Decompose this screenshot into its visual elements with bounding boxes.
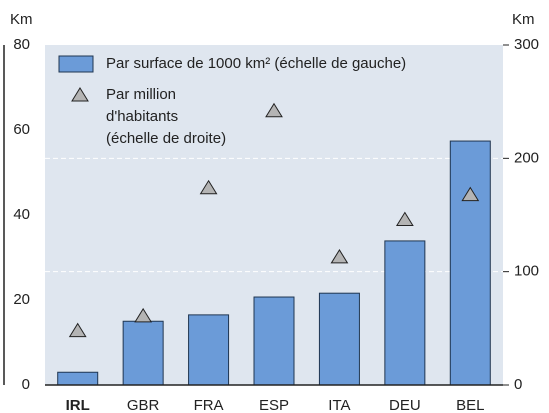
x-tick-label: ITA — [328, 397, 350, 413]
y2-axis-label: Km — [512, 11, 535, 28]
bar — [318, 292, 360, 386]
y-axis-label: Km — [10, 11, 33, 28]
x-tick-label: ESP — [259, 397, 289, 413]
x-tick-label: DEU — [389, 397, 421, 413]
legend-label: (échelle de droite) — [106, 130, 226, 147]
y2-tick-label: 300 — [514, 36, 539, 53]
bar — [57, 371, 99, 386]
bar — [122, 320, 164, 386]
marker — [199, 179, 218, 195]
bar — [188, 314, 230, 386]
y-tick-label: 20 — [13, 291, 30, 308]
marker — [461, 186, 480, 202]
marker — [265, 102, 283, 118]
y-tick-label: 0 — [22, 376, 30, 393]
x-tick-label: FRA — [194, 397, 224, 413]
bar — [253, 296, 295, 386]
bar — [384, 240, 426, 386]
marker — [134, 307, 153, 323]
y2-tick-label: 0 — [514, 376, 522, 393]
legend-label: Par million — [106, 86, 176, 103]
legend-label: Par surface de 1000 km² (échelle de gauc… — [106, 55, 406, 72]
y2-tick-label: 200 — [514, 149, 539, 166]
x-tick-label: GBR — [127, 397, 160, 413]
legend-marker — [71, 87, 89, 102]
marker — [68, 322, 87, 338]
y-tick-label: 60 — [13, 121, 30, 138]
x-tick-label: BEL — [456, 397, 484, 413]
y-tick-label: 80 — [13, 36, 30, 53]
legend-swatch — [58, 55, 94, 73]
y-tick-label: 40 — [13, 206, 30, 223]
legend-label: d'habitants — [106, 108, 178, 125]
marker — [330, 248, 349, 264]
y2-tick-label: 100 — [514, 263, 539, 280]
marker — [395, 211, 414, 227]
bar — [449, 140, 491, 386]
x-tick-label: IRL — [66, 397, 90, 413]
